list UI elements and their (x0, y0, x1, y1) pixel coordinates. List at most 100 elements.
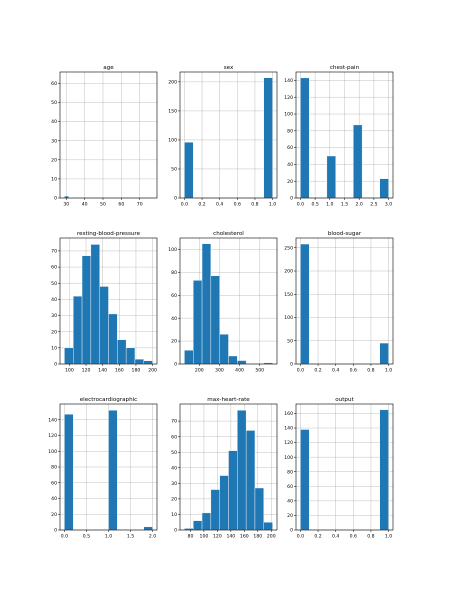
histogram-bar (254, 487, 264, 531)
y-tick-label: 100 (48, 449, 57, 455)
histogram-bar (219, 475, 229, 531)
y-tick-label: 50 (171, 167, 177, 173)
x-tick-label: 2.0 (149, 534, 156, 540)
x-tick-label: 500 (255, 368, 264, 374)
histogram-bar (81, 255, 92, 365)
x-tick-label: 0.4 (216, 202, 223, 208)
histogram-electrocardiographic: electrocardiographic 0.0 0.5 1.0 1.5 2.0 0 20 40… (48, 397, 158, 540)
y-tick-label: 0 (54, 528, 57, 534)
histogram-bar (379, 409, 389, 531)
subplot-title: resting-blood-pressure (77, 231, 141, 237)
histogram-bar (210, 489, 220, 531)
y-tick-label: 140 (284, 78, 293, 84)
plot-frame (59, 71, 158, 199)
x-tick-label: 0.5 (83, 534, 90, 540)
subplot-title: chest-pain (330, 65, 360, 71)
y-tick-label: 40 (287, 162, 293, 168)
x-tick-label: 120 (82, 368, 91, 374)
x-tick-label: 180 (132, 368, 141, 374)
histogram-bar (108, 313, 118, 365)
y-tick-label: 20 (51, 512, 57, 518)
y-tick-label: 10 (51, 177, 57, 183)
histogram-bar (326, 155, 336, 199)
histogram-bar (201, 512, 212, 531)
plot-frame (179, 71, 278, 199)
histogram-cholesterol: cholesterol 200 300 400 500 0 20 40 60 80 100 (168, 231, 278, 374)
x-tick-label: 1.0 (105, 534, 112, 540)
x-tick-label: 0.6 (234, 202, 241, 208)
y-tick-label: 30 (171, 481, 177, 487)
histogram-bar (263, 522, 273, 531)
x-tick-label: 40 (82, 202, 88, 208)
x-tick-label: 0.5 (311, 202, 318, 208)
y-tick-label: 0 (54, 362, 57, 368)
histogram-bar (263, 77, 273, 199)
x-tick-label: 0.4 (332, 368, 339, 374)
x-tick-label: 0.0 (61, 534, 68, 540)
x-tick-label: 0.0 (297, 368, 304, 374)
histogram-bar (237, 410, 247, 531)
histogram-bar (228, 355, 238, 365)
y-tick-label: 20 (51, 157, 57, 163)
x-tick-label: 180 (253, 534, 262, 540)
subplot-title: max-heart-rate (207, 397, 250, 403)
histogram-bar (64, 414, 74, 531)
y-tick-label: 100 (284, 315, 293, 321)
histogram-bar (125, 347, 136, 365)
x-tick-label: 0.0 (297, 534, 304, 540)
y-tick-label: 120 (284, 95, 293, 101)
y-tick-label: 0 (174, 196, 177, 202)
x-tick-label: 70 (137, 202, 143, 208)
y-tick-label: 40 (51, 297, 57, 303)
subplot-title: cholesterol (213, 231, 244, 237)
histogram-bar (99, 286, 109, 365)
y-tick-label: 200 (168, 79, 177, 85)
y-tick-label: 40 (171, 316, 177, 322)
x-tick-label: 1.5 (341, 202, 348, 208)
subplot-title: blood-sugar (328, 231, 362, 237)
y-tick-label: 160 (284, 411, 293, 417)
x-tick-label: 200 (195, 368, 204, 374)
histogram-bar (90, 244, 100, 365)
y-tick-label: 10 (51, 345, 57, 351)
y-tick-label: 100 (284, 112, 293, 118)
y-tick-label: 60 (51, 265, 57, 271)
subplot-title: age (103, 65, 114, 71)
subplot-title: sex (224, 65, 234, 71)
x-tick-label: 0.2 (198, 202, 205, 208)
x-tick-label: 1.0 (385, 368, 392, 374)
y-tick-label: 20 (287, 513, 293, 519)
x-tick-label: 100 (65, 368, 74, 374)
plot-frame (179, 403, 278, 531)
y-tick-label: 20 (171, 339, 177, 345)
y-tick-label: 40 (171, 465, 177, 471)
x-tick-label: 1.0 (385, 534, 392, 540)
x-tick-label: 200 (148, 368, 157, 374)
x-tick-label: 140 (226, 534, 235, 540)
histogram-bar (184, 350, 194, 365)
subplot-title: output (335, 397, 354, 403)
x-tick-label: 1.0 (326, 202, 333, 208)
y-tick-label: 0 (290, 362, 293, 368)
y-tick-label: 20 (51, 329, 57, 335)
histogram-bar (300, 77, 310, 199)
y-tick-label: 80 (171, 270, 177, 276)
y-tick-label: 100 (284, 455, 293, 461)
histogram-bar (108, 410, 118, 531)
x-tick-label: 1.0 (269, 202, 276, 208)
histogram-age: age 30 40 50 60 70 0 10 20 30 40 50 60 (51, 65, 158, 208)
histogram-bar (237, 360, 247, 365)
plot-frame (295, 403, 394, 531)
histogram-bar (228, 450, 238, 531)
y-tick-label: 50 (171, 450, 177, 456)
x-tick-label: 140 (98, 368, 107, 374)
histogram-chest-pain: chest-pain 0.0 0.5 1.0 1.5 2.0 2.5 3.0 0 20 40 60 80… (284, 65, 394, 208)
y-tick-label: 140 (48, 417, 57, 423)
y-tick-label: 100 (168, 247, 177, 253)
histogram-bar (117, 339, 127, 365)
x-tick-label: 300 (215, 368, 224, 374)
y-tick-label: 50 (287, 338, 293, 344)
y-tick-label: 20 (287, 179, 293, 185)
